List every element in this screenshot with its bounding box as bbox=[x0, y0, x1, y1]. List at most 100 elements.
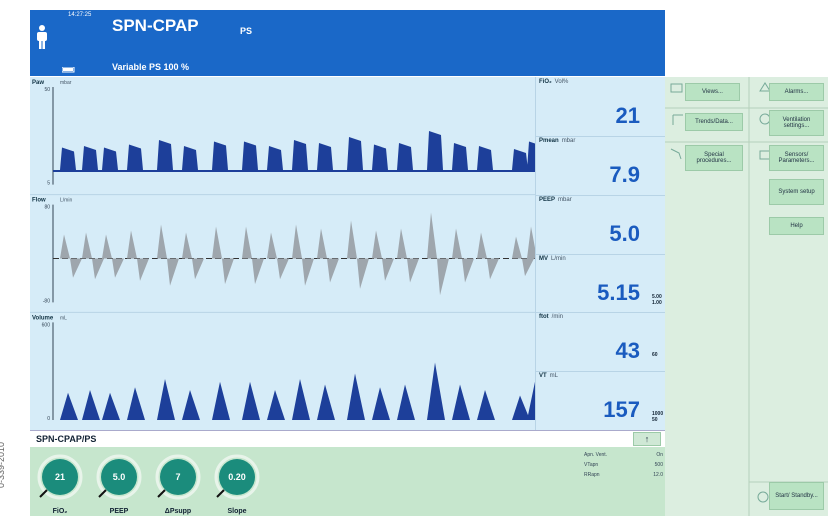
knob-ring bbox=[37, 454, 83, 500]
row-divider bbox=[536, 312, 666, 314]
knob-pointer bbox=[98, 489, 107, 498]
flow-wave bbox=[477, 232, 499, 280]
menu-button[interactable]: Alarms... bbox=[769, 83, 824, 101]
mode-bar-title: SPN-CPAP/PS bbox=[36, 434, 97, 444]
wave-max: 50 bbox=[44, 87, 50, 93]
numeric-label: PEEP mbar bbox=[539, 196, 572, 203]
knob-value: 5.0 bbox=[113, 472, 126, 482]
numeric-value: 5.15 bbox=[597, 279, 640, 305]
numeric-unit: /min bbox=[551, 314, 564, 321]
menu-button[interactable]: Trends/Data... bbox=[685, 113, 743, 131]
knob-ring bbox=[96, 454, 142, 500]
controls: 21 FiO₂ 5.0 PEEP 7 ΔPsupp 0.20 Slope Apn. Vent.… bbox=[30, 447, 665, 516]
knob-ring bbox=[214, 454, 260, 500]
numeric-label: FiO₂ Vol% bbox=[539, 79, 569, 85]
numeric-label: Pmean mbar bbox=[539, 137, 576, 144]
submode: PS bbox=[240, 26, 253, 36]
numeric-unit: L/min bbox=[551, 255, 566, 262]
patient-icon bbox=[37, 25, 47, 49]
wave-max: 600 bbox=[42, 322, 51, 328]
flow-wave bbox=[127, 230, 149, 281]
menu-decor bbox=[665, 77, 828, 516]
flow-wave bbox=[512, 236, 534, 277]
menu-button[interactable]: Special procedures... bbox=[685, 145, 743, 171]
numeric-limit: 50 bbox=[652, 417, 658, 424]
wave-min: 5 bbox=[47, 181, 50, 187]
row-divider bbox=[536, 194, 666, 196]
mode-bar-button[interactable]: ↑ bbox=[633, 432, 661, 446]
numerics: FiO₂ Vol% 21 Pmean mbar 7.9 PEEP mbar 5.0 MV L/min… bbox=[535, 77, 666, 430]
knob-value: 21 bbox=[55, 472, 65, 482]
flow-wave bbox=[102, 234, 124, 278]
numeric-label: MV L/min bbox=[539, 255, 566, 262]
menu-button[interactable]: Views... bbox=[685, 83, 740, 101]
flow-wave bbox=[452, 228, 474, 283]
knob-value: 0.20 bbox=[228, 472, 246, 482]
knob-pointer bbox=[157, 489, 166, 498]
flow-wave bbox=[60, 234, 82, 278]
knob bbox=[160, 459, 196, 495]
knob-label: PEEP bbox=[110, 508, 129, 515]
mode: SPN-CPAP bbox=[112, 16, 199, 35]
knob-pointer bbox=[216, 489, 225, 498]
apnea-value: On bbox=[656, 452, 663, 458]
side-code: 0-339-2010 bbox=[0, 441, 7, 489]
flow-wave bbox=[427, 212, 449, 296]
apnea-label: VTapn bbox=[584, 462, 599, 468]
flow-wave bbox=[317, 228, 339, 283]
wave-label: Flow bbox=[32, 198, 46, 204]
menu: Views... Alarms... Trends/Data... Ventilati… bbox=[665, 77, 828, 516]
wave-min: -80 bbox=[43, 298, 50, 304]
numeric-label: ftot/min bbox=[539, 314, 564, 321]
numeric-value: 21 bbox=[615, 103, 640, 128]
row-divider bbox=[536, 253, 666, 255]
numeric-unit: mL bbox=[549, 373, 559, 380]
mode-bar: SPN-CPAP/PS ↑ bbox=[30, 430, 665, 448]
knobs: 21 FiO₂ 5.0 PEEP 7 ΔPsupp 0.20 Slope bbox=[37, 454, 260, 515]
flow-wave bbox=[242, 226, 264, 285]
row-divider bbox=[536, 135, 666, 137]
waveforms: Paw mbar 50 5 Flow L/min 80 -80 Volume mL 600 0 bbox=[30, 80, 549, 422]
wave-max: 80 bbox=[44, 205, 50, 211]
knob-pointer bbox=[39, 489, 48, 498]
knob-label: Slope bbox=[227, 508, 246, 515]
numeric-limit: 1.00 bbox=[652, 299, 662, 306]
flow-wave bbox=[397, 228, 419, 283]
menu-button[interactable]: System setup bbox=[769, 179, 824, 205]
paw-wave bbox=[53, 131, 543, 172]
numeric-unit: Vol% bbox=[554, 79, 569, 85]
wave-min: 0 bbox=[47, 416, 50, 422]
menu-button[interactable]: Ventilation settings... bbox=[769, 110, 824, 136]
numeric-limit: 1000 bbox=[652, 411, 664, 418]
knob-ring bbox=[155, 454, 201, 500]
knob-value: 7 bbox=[175, 472, 180, 482]
numeric-value: 43 bbox=[615, 338, 640, 364]
apnea-value: 12.0 bbox=[653, 472, 663, 478]
knob bbox=[42, 459, 78, 495]
numeric-limit: 60 bbox=[652, 352, 658, 359]
battery-icon bbox=[62, 67, 75, 73]
wave-unit: mbar bbox=[60, 80, 72, 86]
flow-wave bbox=[372, 230, 394, 281]
wave-unit: L/min bbox=[60, 198, 72, 204]
numeric-unit: mbar bbox=[561, 137, 576, 144]
menu-button[interactable]: Help bbox=[769, 217, 824, 235]
knob-label: ΔPsupp bbox=[165, 508, 191, 515]
flow-wave bbox=[267, 232, 289, 280]
flow-wave bbox=[82, 232, 104, 280]
row-divider bbox=[536, 371, 666, 373]
flow-wave bbox=[157, 224, 179, 286]
time: 14:27:25 bbox=[68, 12, 92, 18]
apnea-label: RRapn bbox=[584, 472, 600, 478]
flow-wave bbox=[292, 224, 314, 286]
menu-button[interactable]: Start/ Standby... bbox=[769, 482, 824, 510]
apnea-label: Apn. Vent. bbox=[584, 452, 608, 458]
numeric-label: VT mL bbox=[539, 373, 559, 380]
numeric-value: 5.0 bbox=[609, 220, 640, 246]
flow-wave bbox=[212, 226, 234, 285]
flow-wave bbox=[182, 232, 204, 280]
header: 14:27:25 SPN-CPAP PS Variable PS 100 % bbox=[30, 10, 665, 76]
numeric-value: 7.9 bbox=[609, 161, 640, 187]
menu-button[interactable]: Sensors/ Parameters... bbox=[769, 145, 824, 171]
